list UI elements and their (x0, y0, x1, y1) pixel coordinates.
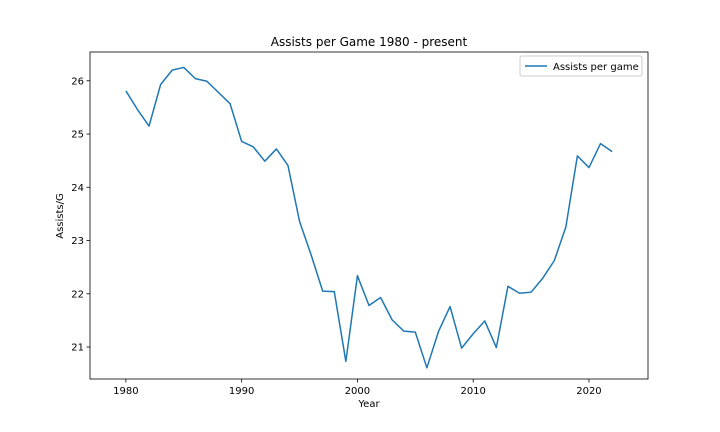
plot-area: 1980 1990 2000 2010 2020 21 22 23 24 25 26 (71, 51, 649, 397)
x-tick-label: 2000 (345, 386, 370, 397)
chart-title: Assists per Game 1980 - present (271, 35, 468, 49)
axes-frame (89, 51, 649, 380)
y-tick-label: 21 (71, 343, 84, 354)
x-tick-label: 1980 (113, 386, 138, 397)
y-tick-label: 22 (71, 289, 84, 300)
y-tick-label: 25 (71, 130, 84, 141)
x-axis-label: Year (357, 399, 380, 410)
x-tick-label: 2010 (460, 386, 485, 397)
y-tick-label: 26 (71, 76, 84, 87)
legend-box (519, 55, 643, 77)
y-tick-label: 23 (71, 236, 84, 247)
x-tick-label: 2020 (576, 386, 601, 397)
y-axis-label: Assists/G (55, 193, 66, 239)
series-line-assists-per-game (125, 66, 613, 369)
x-tick-label: 1990 (229, 386, 254, 397)
legend-label: Assists per game (553, 62, 639, 73)
y-tick-label: 24 (71, 183, 84, 194)
legend: Assists per game (519, 55, 643, 77)
